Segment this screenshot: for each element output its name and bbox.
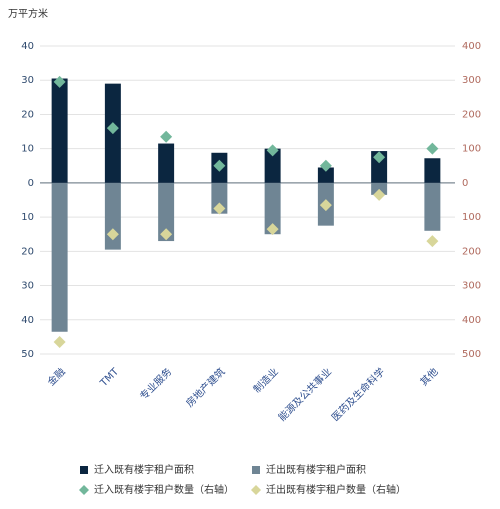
bar: [158, 143, 175, 183]
bar: [211, 182, 228, 214]
y2-tick-label: 200: [462, 109, 481, 120]
y-tick-label: 30: [21, 281, 34, 292]
diamond-marker: [319, 159, 332, 172]
x-tick-label: 专业服务: [137, 365, 174, 402]
y-tick-label: 10: [21, 212, 34, 223]
x-tick-label: 制造业: [250, 365, 280, 395]
diamond-marker: [106, 122, 119, 135]
diamond-marker: [426, 235, 439, 248]
x-tick-label: 其他: [417, 365, 440, 388]
y-tick-label: 30: [21, 75, 34, 86]
legend-label: 迁入既有楼宇租户面积: [94, 463, 194, 476]
y-tick-label: 20: [21, 109, 34, 120]
diamond-marker: [426, 142, 439, 155]
bar: [317, 167, 334, 183]
bar: [424, 158, 441, 183]
y-tick-label: 10: [21, 144, 34, 155]
diamond-marker: [373, 188, 386, 201]
legend-swatch: [79, 485, 89, 495]
y-tick-label: 0: [28, 178, 34, 189]
y2-tick-label: 200: [462, 246, 481, 257]
x-tick-label: 医药及生命科学: [329, 365, 388, 424]
legend-swatch: [80, 466, 88, 474]
diamond-marker: [53, 75, 66, 88]
legend-swatch: [251, 485, 261, 495]
x-tick-label: 能源及公共事业: [275, 365, 334, 424]
y-tick-label: 20: [21, 246, 34, 257]
diamond-marker: [319, 199, 332, 212]
legend-label: 迁出既有楼宇租户数量（右轴）: [266, 483, 406, 496]
y-tick-label: 50: [21, 349, 34, 360]
x-tick-label: TMT: [98, 366, 122, 390]
legend-swatch: [252, 466, 260, 474]
y2-tick-label: 300: [462, 75, 481, 86]
y2-tick-label: 0: [462, 178, 468, 189]
diamond-marker: [213, 159, 226, 172]
diamond-marker: [53, 336, 66, 349]
y2-tick-label: 500: [462, 349, 481, 360]
bar: [264, 148, 281, 183]
diamond-marker: [160, 130, 173, 143]
diamond-marker: [266, 223, 279, 236]
diamond-marker: [160, 228, 173, 241]
diamond-marker: [373, 151, 386, 164]
y-tick-label: 40: [21, 41, 34, 52]
bar: [424, 182, 441, 231]
y2-tick-label: 100: [462, 212, 481, 223]
y2-tick-label: 400: [462, 41, 481, 52]
y2-tick-label: 400: [462, 315, 481, 326]
bar: [158, 182, 175, 242]
x-tick-label: 金融: [45, 365, 68, 388]
y2-tick-label: 300: [462, 281, 481, 292]
bar: [264, 182, 281, 235]
bar: [51, 78, 68, 183]
bar: [51, 182, 68, 332]
y-tick-label: 40: [21, 315, 34, 326]
legend-label: 迁入既有楼宇租户数量（右轴）: [94, 483, 234, 496]
diamond-marker: [266, 144, 279, 157]
diamond-marker: [106, 228, 119, 241]
x-tick-label: 房地产建筑: [183, 365, 228, 410]
legend-label: 迁出既有楼宇租户面积: [266, 463, 366, 476]
y-axis-label: 万平方米: [8, 7, 48, 20]
y2-tick-label: 100: [462, 144, 481, 155]
diamond-marker: [213, 202, 226, 215]
